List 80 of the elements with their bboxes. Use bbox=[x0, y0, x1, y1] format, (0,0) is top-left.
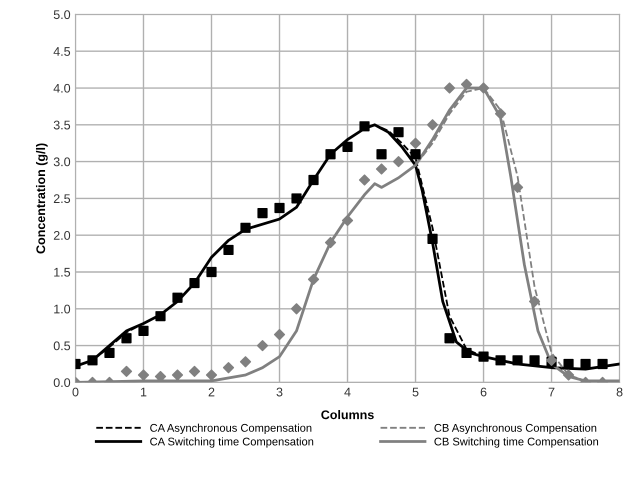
point bbox=[376, 149, 387, 160]
point bbox=[562, 369, 574, 381]
point bbox=[580, 358, 591, 370]
y-tick-label: 1.0 bbox=[54, 304, 70, 314]
point bbox=[121, 333, 132, 344]
point bbox=[172, 292, 183, 303]
y-tick-label: 4.0 bbox=[54, 84, 70, 93]
point bbox=[120, 366, 132, 377]
point bbox=[138, 326, 149, 336]
point bbox=[427, 234, 438, 244]
y-tick-label: 5.0 bbox=[54, 10, 70, 20]
point bbox=[223, 244, 234, 256]
point bbox=[444, 82, 456, 94]
point bbox=[257, 208, 268, 218]
x-tick-label: 5 bbox=[412, 388, 418, 396]
point bbox=[274, 202, 285, 214]
y-tick-label: 0.5 bbox=[54, 341, 70, 350]
point bbox=[104, 348, 115, 358]
point bbox=[410, 138, 422, 149]
x-tick-label: 0 bbox=[72, 388, 78, 396]
point bbox=[206, 266, 217, 278]
legend-label: CB Asynchronous Compensation bbox=[434, 424, 596, 434]
point bbox=[528, 296, 540, 308]
point bbox=[597, 358, 608, 370]
legend-label: CA Asynchronous Compensation bbox=[150, 424, 312, 434]
point bbox=[138, 369, 150, 381]
point bbox=[460, 78, 472, 90]
point bbox=[392, 156, 404, 168]
point bbox=[342, 214, 354, 226]
point bbox=[274, 328, 286, 340]
x-tick-label: 4 bbox=[344, 388, 351, 396]
y-tick-label: 2.5 bbox=[54, 194, 70, 204]
point bbox=[512, 355, 523, 366]
point bbox=[291, 193, 302, 204]
point bbox=[563, 358, 574, 370]
x-axis-title: Columns bbox=[321, 410, 374, 420]
point bbox=[342, 142, 353, 152]
legend-label: CB Switching time Compensation bbox=[434, 437, 598, 448]
x-tick-label: 7 bbox=[548, 388, 554, 396]
x-tick-label: 6 bbox=[480, 388, 486, 396]
point bbox=[529, 355, 540, 366]
y-tick-label: 1.5 bbox=[54, 268, 70, 277]
legend-label: CA Switching time Compensation bbox=[150, 437, 314, 448]
point bbox=[444, 333, 455, 344]
point bbox=[189, 278, 200, 288]
y-axis-title: Concentration (g/l) bbox=[36, 143, 48, 254]
point bbox=[461, 348, 472, 358]
point bbox=[478, 82, 490, 94]
x-tick-label: 1 bbox=[140, 388, 146, 396]
point bbox=[478, 352, 489, 362]
point bbox=[256, 340, 268, 352]
point bbox=[393, 127, 404, 138]
point bbox=[240, 356, 252, 368]
point bbox=[376, 163, 388, 175]
point bbox=[188, 366, 200, 377]
point bbox=[494, 108, 506, 120]
point bbox=[155, 311, 166, 322]
y-tick-label: 2.0 bbox=[54, 231, 70, 240]
y-tick-label: 3.5 bbox=[54, 120, 70, 130]
x-tick-label: 3 bbox=[276, 388, 282, 396]
point bbox=[222, 362, 234, 374]
point bbox=[87, 355, 98, 366]
y-tick-label: 3.0 bbox=[54, 157, 70, 166]
point bbox=[324, 236, 336, 248]
point bbox=[325, 149, 336, 160]
point bbox=[290, 303, 302, 314]
x-tick-label: 2 bbox=[208, 388, 214, 396]
point bbox=[410, 149, 421, 160]
point bbox=[240, 222, 251, 233]
y-tick-label: 0.0 bbox=[54, 378, 70, 388]
point bbox=[359, 121, 370, 132]
point bbox=[308, 174, 319, 186]
point bbox=[495, 355, 506, 366]
point bbox=[426, 119, 438, 130]
point bbox=[308, 274, 320, 285]
point bbox=[206, 369, 218, 381]
point bbox=[172, 369, 184, 381]
x-tick-label: 8 bbox=[616, 388, 622, 396]
y-tick-label: 4.5 bbox=[54, 47, 70, 56]
point bbox=[358, 174, 370, 186]
